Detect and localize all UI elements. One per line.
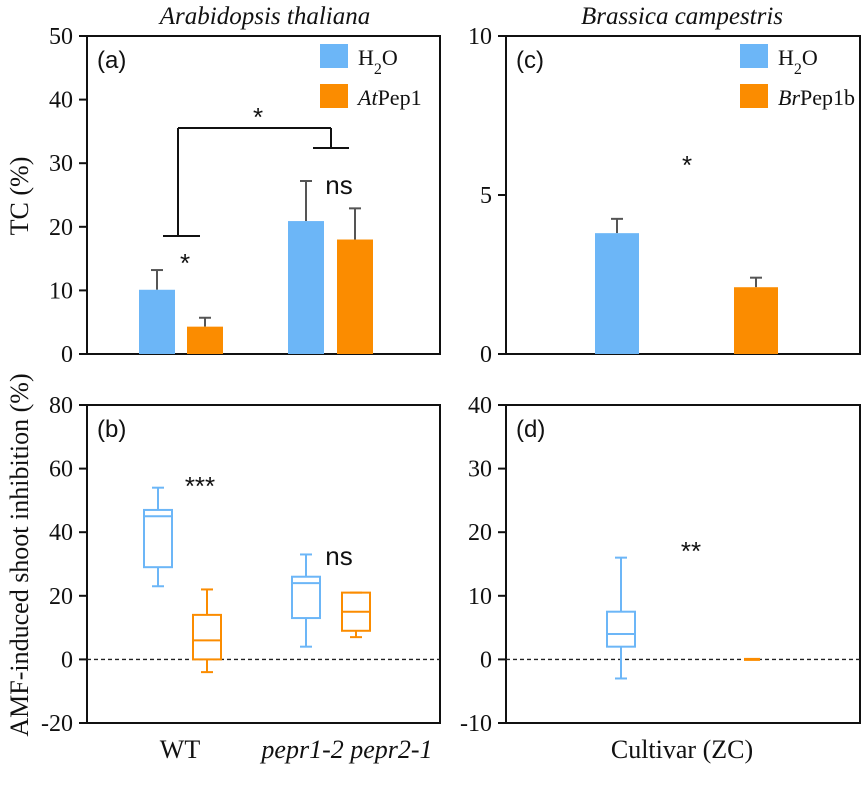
panel-a-frame <box>86 35 441 355</box>
legend-label-treatment: BrPep1b <box>778 85 855 110</box>
y-tick-label: 60 <box>49 457 73 483</box>
title-left: Arabidopsis thaliana <box>158 3 370 30</box>
bar-AtPep1 <box>187 326 223 354</box>
y-tick-label: 0 <box>61 342 73 368</box>
panel-b: -20 0 20 40 60 80 (b) *** ns <box>41 393 440 737</box>
box-H2O <box>606 610 636 648</box>
y-tick-label: 50 <box>49 24 73 50</box>
significance-between: * <box>253 102 263 132</box>
y-tick-label: 20 <box>49 584 73 610</box>
y-axis-label-top: TC (%) <box>5 157 34 236</box>
category-label-mutant: pepr1-2 pepr2-1 <box>259 735 432 764</box>
legend-swatch-control <box>740 44 768 68</box>
bar-H2O <box>288 221 324 354</box>
y-tick-label: 20 <box>468 520 492 546</box>
panel-c-frame <box>505 35 861 355</box>
y-tick-label: 10 <box>468 584 492 610</box>
panel-letter: (a) <box>97 47 126 74</box>
y-tick-label: -20 <box>41 711 73 737</box>
y-tick-label: 10 <box>468 24 492 50</box>
y-tick-label: 0 <box>61 647 73 673</box>
significance-cultivar: * <box>682 150 692 180</box>
panel-d: -10 0 10 20 30 40 (d) ** <box>460 393 860 737</box>
significance-cultivar: ** <box>681 536 701 566</box>
y-tick-label: 40 <box>49 520 73 546</box>
y-tick-label: 40 <box>468 393 492 419</box>
y-tick-label: 20 <box>49 215 73 241</box>
y-tick-label: 0 <box>480 647 492 673</box>
legend-label-control: H2O <box>358 45 398 78</box>
y-tick-label: 30 <box>468 457 492 483</box>
bar-AtPep1 <box>337 239 373 354</box>
significance-wt: *** <box>185 471 215 501</box>
y-tick-label: 10 <box>49 278 73 304</box>
legend-swatch-treatment <box>320 84 348 108</box>
y-tick-label: 80 <box>49 393 73 419</box>
significance-mutant: ns <box>325 170 352 200</box>
panel-letter: (c) <box>516 47 544 74</box>
y-tick-label: 5 <box>480 183 492 209</box>
y-tick-label: 40 <box>49 88 73 114</box>
panel-d-frame <box>505 404 861 724</box>
significance-wt: * <box>180 248 190 278</box>
y-tick-label: 0 <box>480 342 492 368</box>
y-tick-label: 30 <box>49 151 73 177</box>
panel-letter: (d) <box>516 416 545 443</box>
bar-H2O <box>139 289 175 354</box>
legend-label-treatment: AtPep1 <box>356 85 422 110</box>
box-H2O <box>291 575 321 620</box>
legend-label-control: H2O <box>778 45 818 78</box>
panel-b-frame <box>86 404 441 724</box>
panel-a: 0 10 20 30 40 50 (a) H2O AtPep1 * * ns <box>49 24 422 368</box>
box-AtPep1 <box>192 613 222 661</box>
y-tick-label: -10 <box>460 711 492 737</box>
legend-swatch-treatment <box>740 84 768 108</box>
legend-swatch-control <box>320 44 348 68</box>
y-axis-label-bottom: AMF-induced shoot inhibition (%) <box>5 373 34 736</box>
panel-c: 0 5 10 (c) H2O BrPep1b * <box>468 24 855 368</box>
title-right: Brassica campestris <box>581 3 783 30</box>
panel-letter: (b) <box>97 416 126 443</box>
category-label-wt: WT <box>160 735 201 764</box>
category-label-cultivar: Cultivar (ZC) <box>611 735 753 764</box>
bar-BrPep1b <box>734 287 778 354</box>
bar-H2O <box>595 233 639 354</box>
box-H2O <box>143 508 173 569</box>
significance-mutant: ns <box>325 541 352 571</box>
